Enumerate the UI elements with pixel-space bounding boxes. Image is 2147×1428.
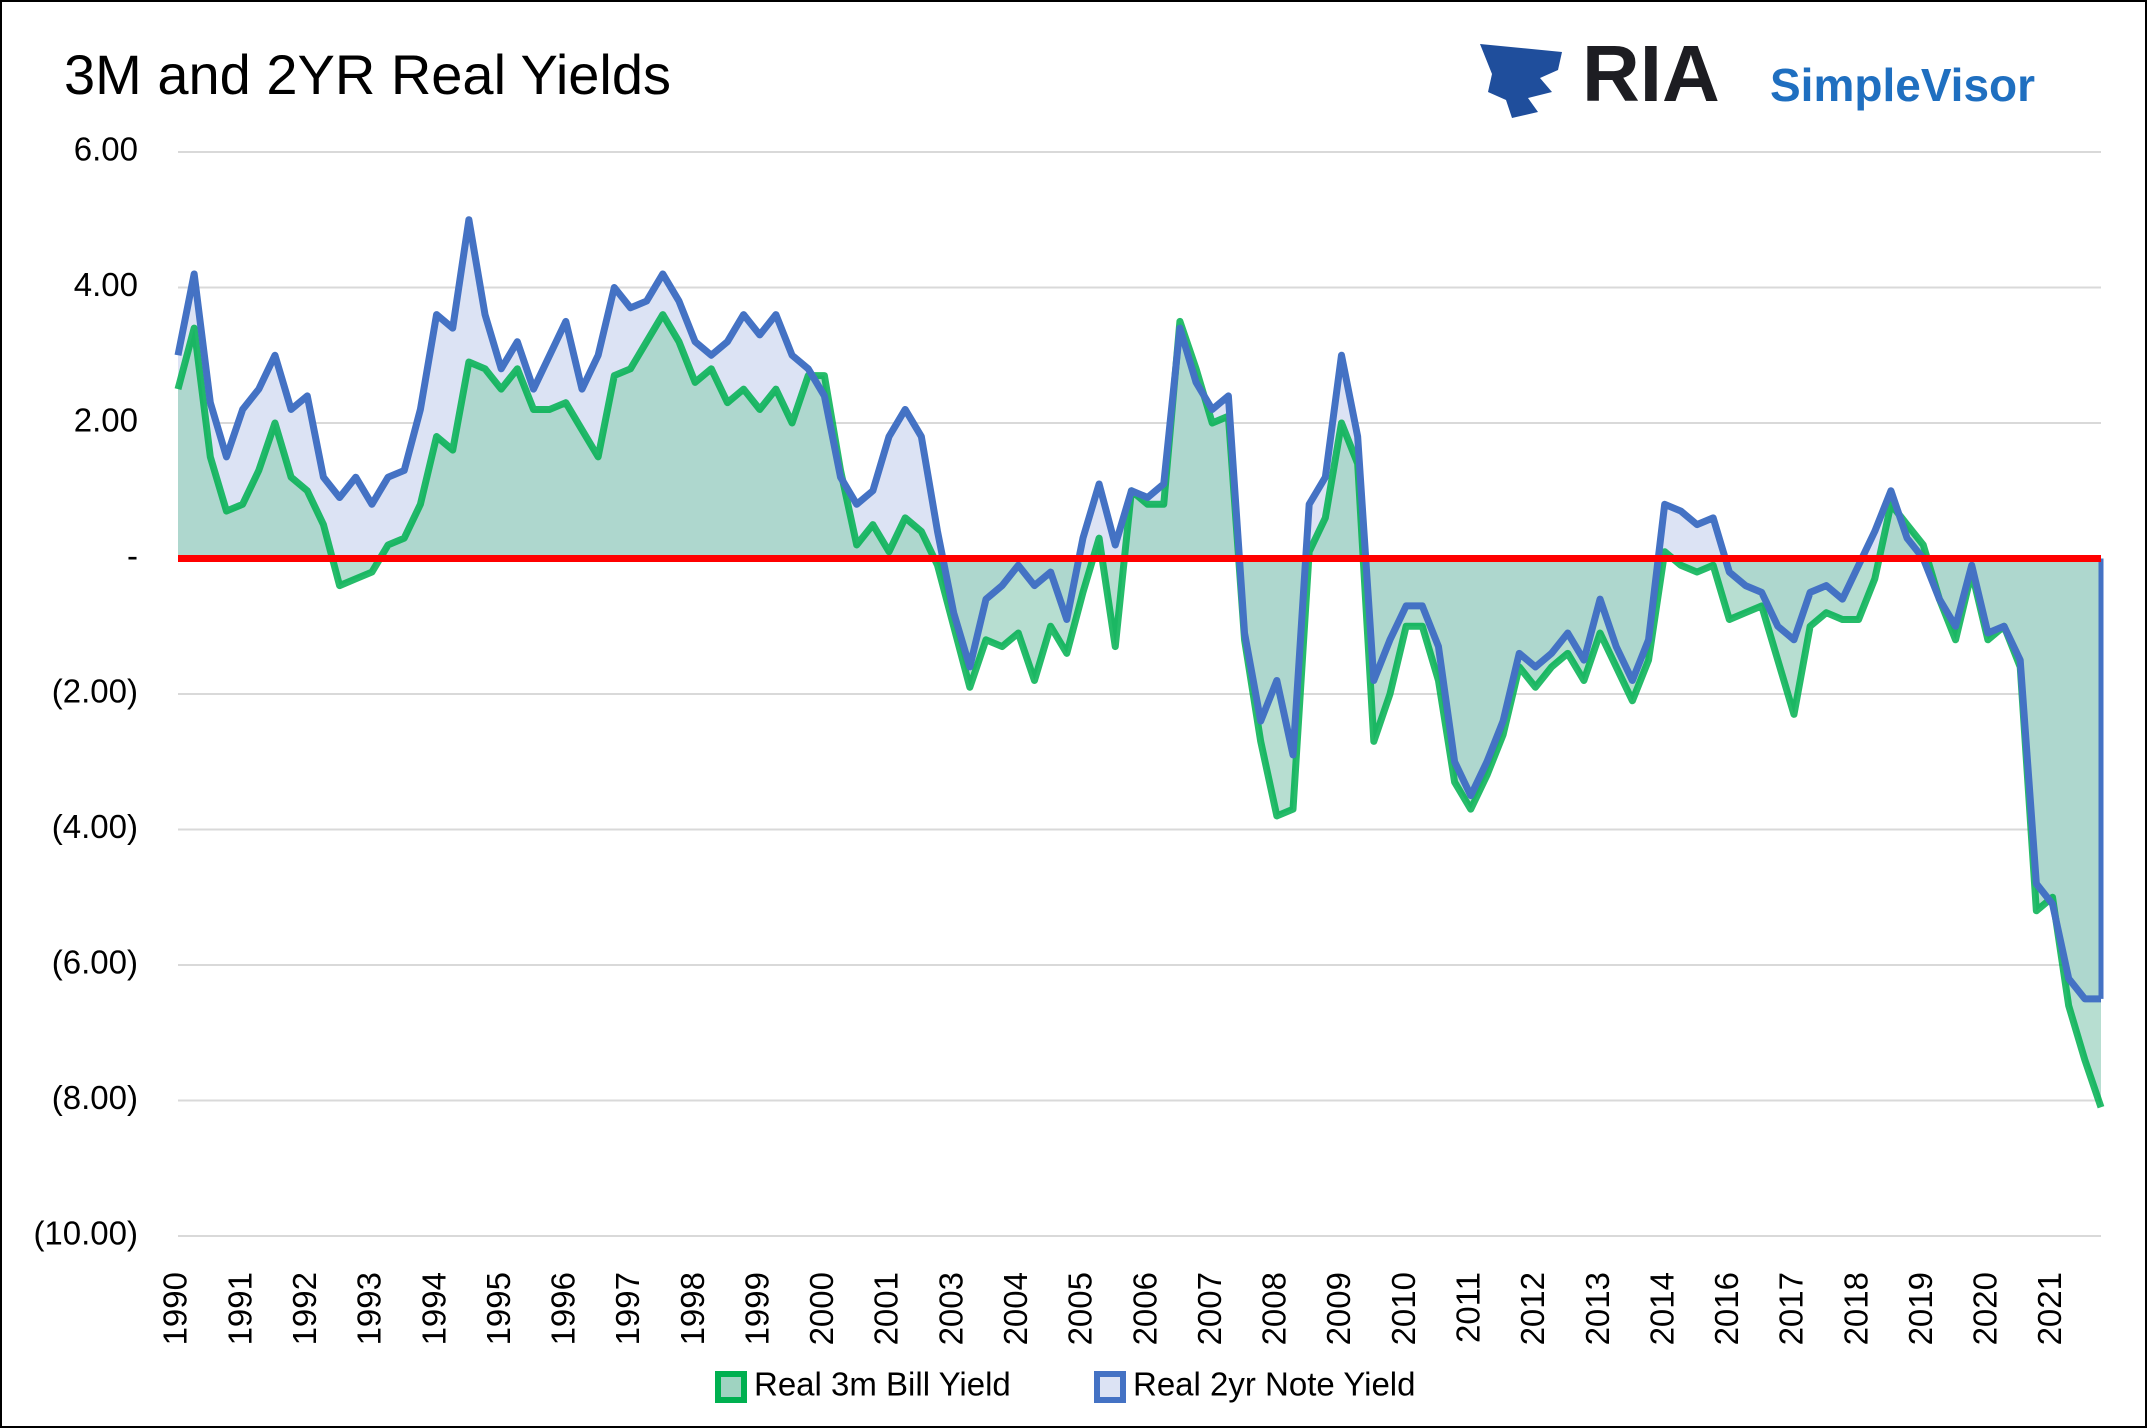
y-tick-label: (4.00) [52, 808, 138, 845]
x-tick-label: 2018 [1837, 1272, 1874, 1345]
x-tick-label: 2019 [1902, 1272, 1939, 1345]
x-tick-label: 1996 [545, 1272, 582, 1345]
x-tick-label: 2011 [1449, 1272, 1486, 1343]
x-tick-label: 1999 [738, 1272, 775, 1345]
x-tick-label: 2021 [2031, 1272, 2068, 1345]
x-tick-label: 2009 [1320, 1272, 1357, 1345]
y-tick-label: 6.00 [74, 131, 138, 168]
y-tick-label: (10.00) [33, 1215, 138, 1252]
x-tick-label: 2016 [1708, 1272, 1745, 1345]
x-tick-label: 2012 [1514, 1272, 1551, 1345]
x-tick-label: 2020 [1967, 1272, 2004, 1345]
x-tick-label: 1997 [609, 1272, 646, 1345]
plot-area: 6.00 4.00 2.00 - (2.00) (4.00) (6.00) (8.00) (10… [33, 131, 2105, 1403]
logo-product: SimpleVisor [1770, 59, 2035, 111]
series-line [174, 216, 2101, 1003]
x-tick-label: 2000 [803, 1272, 840, 1345]
x-tick-label: 2013 [1579, 1272, 1616, 1345]
x-tick-label: 1998 [674, 1272, 711, 1345]
x-tick-label: 1994 [415, 1272, 452, 1345]
x-tick-label: 2004 [997, 1272, 1034, 1345]
series-area [178, 314, 2101, 1108]
x-tick-label: 2014 [1643, 1272, 1680, 1345]
x-tick-label: 2001 [868, 1272, 905, 1345]
legend-label: Real 2yr Note Yield [1133, 1366, 1415, 1403]
legend-swatch [1094, 1371, 1126, 1403]
y-tick-label: (8.00) [52, 1079, 138, 1116]
x-tick-label: 1995 [480, 1272, 517, 1345]
x-tick-label: 2008 [1256, 1272, 1293, 1345]
x-tick-label: 2003 [932, 1272, 969, 1345]
x-tick-label: 2017 [1773, 1272, 1810, 1345]
chart-title: 3M and 2YR Real Yields [64, 43, 671, 106]
x-tick-label: 1991 [221, 1272, 258, 1345]
y-tick-label: 2.00 [74, 402, 138, 439]
y-tick-label: - [127, 537, 138, 574]
logo-brand: RIA [1582, 29, 1720, 118]
y-tick-label: (2.00) [52, 673, 138, 710]
x-tick-label: 2005 [1062, 1272, 1099, 1345]
legend-swatch [715, 1371, 747, 1403]
y-tick-label: 4.00 [74, 266, 138, 303]
x-tick-label: 1992 [286, 1272, 323, 1345]
logo: RIA SimpleVisor [1480, 29, 2035, 118]
legend-label: Real 3m Bill Yield [754, 1366, 1011, 1403]
x-tick-label: 2006 [1126, 1272, 1163, 1345]
y-tick-label: (6.00) [52, 944, 138, 981]
x-tick-label: 1993 [351, 1272, 388, 1345]
x-tick-label: 2010 [1385, 1272, 1422, 1345]
x-tick-label: 1990 [157, 1272, 194, 1345]
logo-mark [1480, 44, 1562, 118]
x-tick-label: 2007 [1191, 1272, 1228, 1345]
